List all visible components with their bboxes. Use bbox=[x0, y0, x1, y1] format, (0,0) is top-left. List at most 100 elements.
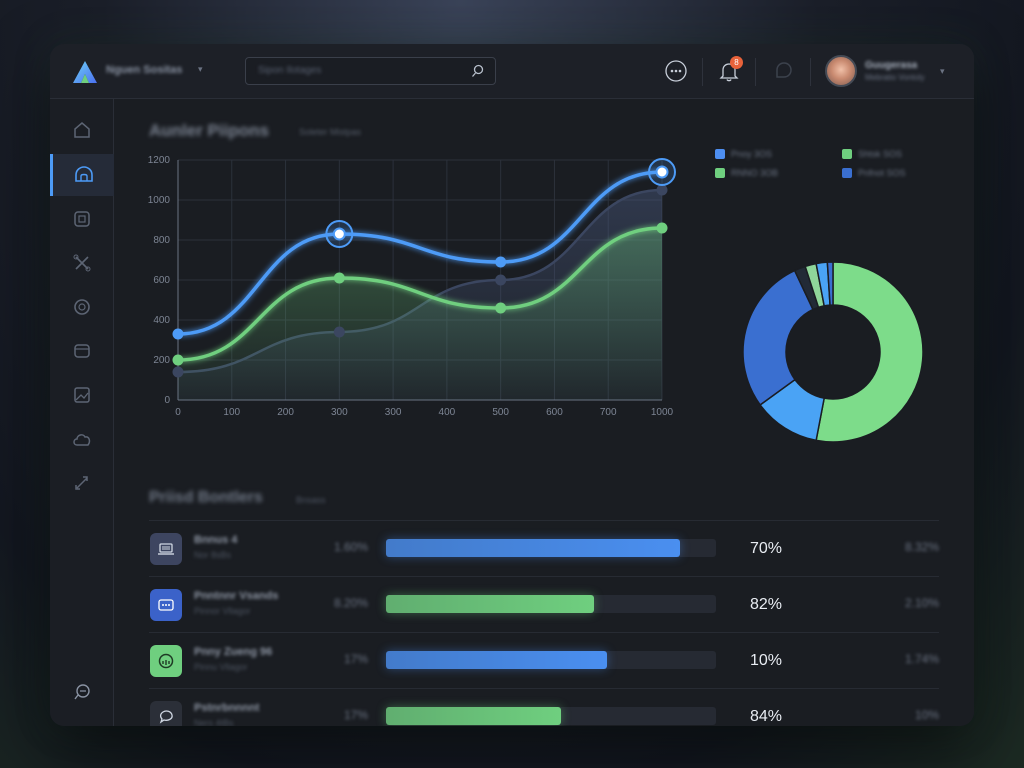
section-title: Priisd Bontlers bbox=[149, 489, 263, 506]
chevron-down-icon[interactable]: ▾ bbox=[198, 64, 203, 74]
y-tick-label: 800 bbox=[153, 235, 170, 246]
series-line bbox=[177, 226, 663, 362]
cloud-icon bbox=[73, 434, 91, 446]
x-tick-label: 200 bbox=[277, 407, 294, 418]
row-value: 84% bbox=[750, 708, 783, 725]
chart-subtitle: Soleter Mistpas bbox=[299, 127, 362, 137]
user-name[interactable]: Guugerasa bbox=[865, 60, 918, 71]
data-point[interactable] bbox=[495, 274, 507, 286]
progress-fill bbox=[386, 595, 594, 613]
divider bbox=[810, 58, 811, 86]
y-tick-label: 1000 bbox=[148, 195, 171, 206]
sidebar-item-cards[interactable] bbox=[50, 330, 114, 372]
row-icon-box bbox=[150, 701, 182, 726]
legend-swatch bbox=[715, 149, 725, 159]
progress-bar bbox=[386, 651, 716, 669]
legend-label: Pnfnot SOS bbox=[858, 168, 906, 178]
row-name: Pnntnnr Vsands bbox=[194, 590, 279, 602]
row-name: Bnnus 4 bbox=[194, 534, 238, 546]
row-percent: 17% bbox=[343, 708, 368, 722]
donut-slice[interactable] bbox=[826, 261, 834, 306]
chart-title: Aunler Piipons bbox=[149, 121, 269, 140]
row-value: 10% bbox=[750, 652, 783, 669]
card-icon bbox=[74, 344, 90, 358]
progress-bar bbox=[386, 539, 716, 557]
progress-fill bbox=[386, 539, 680, 557]
x-tick-label: 700 bbox=[600, 407, 617, 418]
legend-item: Pnfnot SOS bbox=[842, 168, 906, 178]
brand-name[interactable]: Nguen Sositas bbox=[106, 64, 183, 76]
row-subtitle: Pinnor Vllagor bbox=[194, 606, 251, 616]
dome-icon bbox=[74, 166, 93, 182]
sidebar-item-settings[interactable] bbox=[50, 286, 114, 328]
sidebar-item-images[interactable] bbox=[50, 374, 114, 416]
data-point[interactable] bbox=[495, 302, 507, 314]
legend-swatch bbox=[842, 149, 852, 159]
donut-slice[interactable] bbox=[815, 261, 924, 443]
sidebar-item-tools[interactable] bbox=[50, 242, 114, 284]
sidebar-item-link[interactable] bbox=[50, 462, 114, 504]
line-chart: 0 200 400 600 800 1000 1200 0 100 200 300 300 400 500… bbox=[148, 155, 676, 418]
row-divider bbox=[149, 576, 939, 577]
donut-slice[interactable] bbox=[742, 269, 814, 406]
gear-icon bbox=[74, 299, 90, 315]
row-subtitle: Pinnu Vllagor bbox=[194, 662, 248, 672]
sidebar-item-grid[interactable] bbox=[50, 198, 114, 240]
legend-item: Pnoy 3OS bbox=[715, 149, 772, 159]
data-point[interactable] bbox=[655, 165, 669, 179]
y-tick-label: 1200 bbox=[148, 155, 171, 166]
data-point[interactable] bbox=[495, 256, 507, 268]
row-divider bbox=[149, 632, 939, 633]
table-row[interactable]: Pstnrbnnnnt Ners 4tBs 17% 84% 10% bbox=[114, 689, 974, 726]
row-change: 1.74% bbox=[904, 652, 939, 666]
table-row[interactable]: Pnntnnr Vsands Pinnor Vllagor 8.20% 82% … bbox=[114, 577, 974, 633]
progress-bar bbox=[386, 707, 716, 725]
data-point[interactable] bbox=[656, 184, 668, 196]
row-percent: 1.60% bbox=[333, 540, 368, 554]
data-point[interactable] bbox=[333, 326, 345, 338]
app-window: Nguen Sositas ▾ Sipon Ilotages 8 Guugera… bbox=[50, 44, 974, 726]
chat-icon bbox=[74, 684, 90, 700]
y-tick-label: 600 bbox=[153, 275, 170, 286]
x-tick-label: 300 bbox=[331, 407, 348, 418]
table-row[interactable]: Bnnus 4 Nor 8sBs 1.60% 70% 8.32% bbox=[114, 521, 974, 577]
search-placeholder: Sipon Ilotages bbox=[258, 65, 322, 76]
logo-icon[interactable] bbox=[72, 60, 98, 84]
progress-fill bbox=[386, 651, 608, 669]
row-percent: 17% bbox=[343, 652, 368, 666]
dots-chat-icon bbox=[158, 599, 174, 611]
search-icon[interactable] bbox=[471, 64, 485, 78]
message-icon[interactable] bbox=[773, 60, 795, 82]
search-input[interactable]: Sipon Ilotages bbox=[245, 57, 496, 85]
row-name: Pstnrbnnnnt bbox=[194, 702, 260, 714]
row-icon-box bbox=[150, 589, 182, 621]
progress-bar bbox=[386, 595, 716, 613]
legend-item: RNNO 3OB bbox=[715, 168, 778, 178]
progress-fill bbox=[386, 707, 561, 725]
sidebar-item-cloud[interactable] bbox=[50, 418, 114, 460]
sidebar-item-home[interactable] bbox=[50, 109, 114, 151]
x-tick-label: 500 bbox=[492, 407, 509, 418]
more-icon[interactable] bbox=[665, 60, 687, 82]
chevron-down-icon[interactable]: ▾ bbox=[940, 66, 945, 76]
row-value: 82% bbox=[750, 596, 783, 613]
data-point[interactable] bbox=[172, 366, 184, 378]
data-point[interactable] bbox=[172, 354, 184, 366]
user-subtitle: Mebratio Vontoly bbox=[865, 73, 925, 82]
row-change: 8.32% bbox=[904, 540, 939, 554]
top-bar: Nguen Sositas ▾ Sipon Ilotages 8 Guugera… bbox=[50, 44, 974, 99]
data-point[interactable] bbox=[333, 272, 345, 284]
data-point[interactable] bbox=[172, 328, 184, 340]
sidebar-item-chat[interactable] bbox=[50, 671, 114, 713]
data-point[interactable] bbox=[332, 227, 346, 241]
row-value: 70% bbox=[750, 540, 783, 557]
sidebar-item-dashboard[interactable] bbox=[50, 154, 114, 196]
avatar[interactable] bbox=[825, 55, 857, 87]
row-change: 10% bbox=[914, 708, 939, 722]
table-row[interactable]: Pnny Zueng 96 Pinnu Vllagor 17% 10% 1.74… bbox=[114, 633, 974, 689]
bell-icon[interactable] bbox=[718, 60, 740, 82]
x-tick-label: 0 bbox=[175, 407, 181, 418]
data-point[interactable] bbox=[656, 222, 668, 234]
laptop-icon bbox=[158, 543, 174, 555]
x-tick-label: 600 bbox=[546, 407, 563, 418]
